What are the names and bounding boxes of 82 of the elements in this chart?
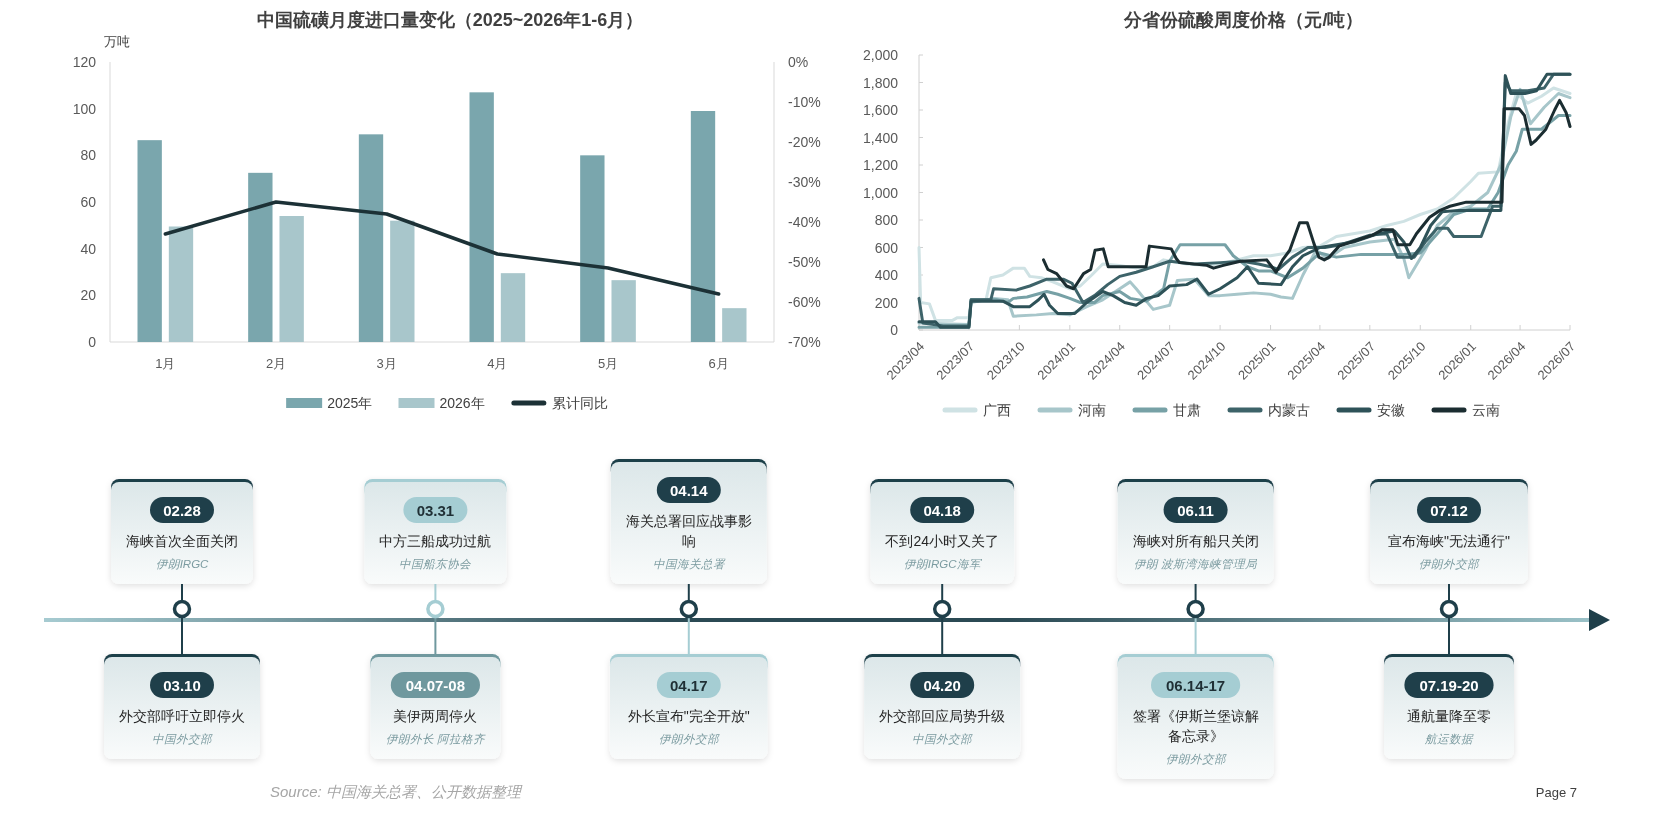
y-tick-label: 1,600 (862, 102, 899, 118)
x-tick-label: 4月 (487, 356, 508, 371)
y-tick-label: 400 (874, 267, 899, 283)
y-tick-label: 60 (80, 194, 97, 210)
text: 伊朗外交部 (1419, 558, 1480, 570)
text: 不到24小时又关了 (885, 533, 999, 549)
text: 海峡对所有船只关闭 (1132, 533, 1259, 549)
text: 宣布海峡"无法通行" (1388, 533, 1510, 549)
source-note: Source: 中国海关总署、公开数据整理 (270, 783, 523, 800)
y-tick-label: 800 (874, 212, 899, 228)
text: 中国外交部 (912, 733, 974, 745)
y2-tick-label: -60% (788, 294, 821, 310)
text: 伊朗IRGC (155, 558, 210, 570)
category-label: 04.20 (923, 676, 961, 694)
category-label: 06.14-17 (1165, 676, 1226, 694)
y2-tick-label: -40% (788, 214, 821, 230)
legend-label: 云南 (1472, 402, 1500, 418)
chart-title: 中国硫磺月度进口量变化（2025~2026年1-6月） (256, 10, 644, 30)
x-tick-label: 1月 (155, 356, 176, 371)
y-tick-label: 80 (80, 147, 97, 164)
y-tick-label: 2,000 (862, 47, 899, 63)
category-label: 04.18 (923, 501, 961, 519)
text: 航运数据 (1424, 733, 1474, 745)
text: 中国船东协会 (399, 558, 473, 570)
text: 签署《伊斯兰堡谅解备忘录》 (1132, 708, 1259, 744)
y2-tick-label: -30% (788, 174, 821, 190)
y2-tick-label: -50% (788, 254, 821, 270)
text: 海关总署回应战事影响 (625, 513, 752, 549)
y-tick-label: 120 (72, 54, 97, 70)
x-tick-label: 3月 (376, 356, 397, 371)
y-axis-title: 万吨 (104, 34, 130, 49)
y-tick-label: 100 (72, 100, 97, 117)
text: 伊朗IRGC海军 (903, 558, 983, 570)
category-label: 07.12 (1430, 501, 1468, 519)
category-label: 06.11 (1177, 501, 1214, 519)
text: 伊朗外交部 (658, 733, 720, 745)
y2-tick-label: -10% (788, 94, 821, 110)
text: 海峡首次全面关闭 (126, 533, 238, 549)
text: 中方三船成功过航 (379, 533, 492, 549)
y-tick-label: 200 (874, 294, 899, 311)
category-label: 04.14 (670, 481, 709, 499)
text: Page 7 (1535, 785, 1577, 800)
legend-label: 甘肃 (1173, 402, 1201, 418)
y-tick-label: 1,000 (862, 184, 899, 201)
y2-tick-label: -70% (788, 334, 821, 350)
y-tick-label: 600 (874, 239, 899, 256)
x-tick-label: 2月 (265, 356, 287, 371)
text: 伊朗外交部 (1165, 753, 1227, 765)
text: 通航量降至零 (1407, 708, 1491, 724)
legend-label: 累计同比 (551, 395, 608, 411)
category-label: 07.19-20 (1419, 676, 1479, 694)
y-tick-label: 20 (80, 287, 97, 304)
text: 外交部呼吁立即停火 (119, 708, 245, 724)
text: 中国海关总署 (652, 558, 726, 570)
legend-label: 2026年 (439, 395, 485, 411)
text: 外长宣布"完全开放" (627, 708, 750, 724)
text: 中国外交部 (152, 733, 213, 745)
y-tick-label: 1,400 (862, 129, 899, 146)
text: 伊朗外长 阿拉格齐 (385, 733, 486, 745)
legend-label: 广西 (983, 402, 1011, 418)
text: 伊朗 波斯湾海峡管理局 (1134, 558, 1259, 570)
category-label: 04.07-08 (405, 676, 466, 694)
x-tick-label: 6月 (708, 356, 729, 371)
y-tick-label: 0 (890, 322, 899, 338)
text: 美伊两周停火 (393, 708, 478, 724)
chart-title: 分省份硫酸周度价格（元/吨） (1123, 10, 1364, 30)
y2-tick-label: 0% (788, 54, 809, 70)
y-tick-label: 1,800 (862, 74, 899, 91)
y-tick-label: 0 (88, 334, 97, 350)
category-label: 03.10 (163, 676, 201, 694)
y2-tick-label: -20% (788, 134, 821, 150)
x-tick-label: 5月 (597, 356, 619, 371)
legend-label: 安徽 (1377, 402, 1405, 418)
y-tick-label: 1,200 (862, 157, 899, 173)
legend-label: 2025年 (327, 395, 373, 411)
legend-label: 内蒙古 (1268, 402, 1310, 418)
category-label: 04.17 (670, 676, 708, 694)
y-tick-label: 40 (80, 240, 97, 257)
category-label: 03.31 (416, 501, 455, 519)
legend-label: 河南 (1078, 402, 1106, 418)
category-label: 02.28 (163, 501, 201, 519)
text: 外交部回应局势升级 (879, 708, 1006, 724)
